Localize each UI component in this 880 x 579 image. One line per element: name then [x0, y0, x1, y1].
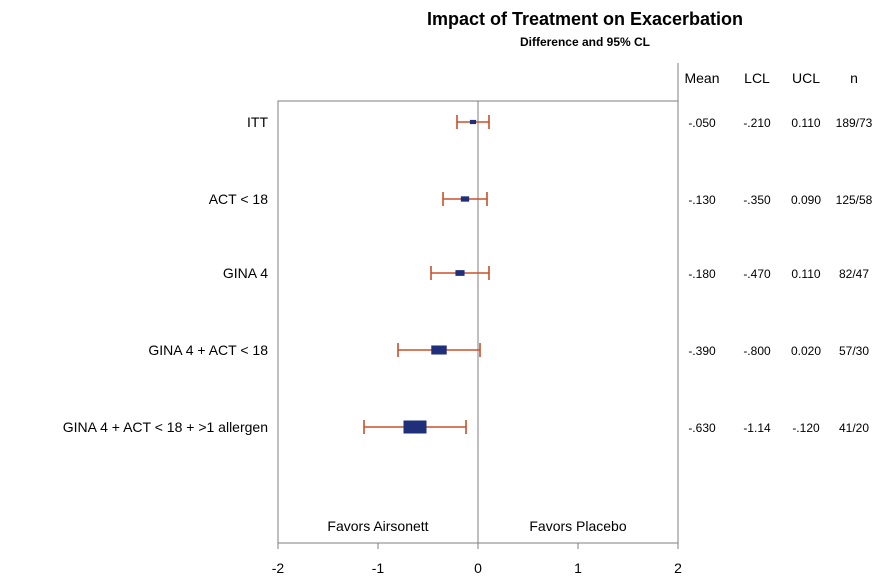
column-header-ucl: UCL [792, 70, 820, 86]
n-value: 41/20 [839, 421, 869, 435]
column-header-mean: Mean [684, 70, 719, 86]
n-value: 57/30 [839, 344, 869, 358]
n-value: 82/47 [839, 267, 869, 281]
forest-row: ITT -.050 -.210 0.110 189/73 [247, 114, 873, 130]
x-tick-label: -1 [372, 560, 385, 576]
row-label: GINA 4 + ACT < 18 [148, 342, 268, 358]
n-value: 125/58 [836, 193, 873, 207]
plot-frame [277, 63, 679, 544]
ucl-value: -.120 [792, 421, 820, 435]
row-label: GINA 4 + ACT < 18 + >1 allergen [63, 419, 268, 435]
row-label: GINA 4 [223, 265, 268, 281]
lcl-value: -1.14 [743, 421, 771, 435]
row-label: ITT [247, 114, 268, 130]
mean-value: -.390 [688, 344, 716, 358]
mean-marker [455, 270, 465, 276]
mean-value: -.130 [688, 193, 716, 207]
chart-title: Impact of Treatment on Exacerbation [427, 9, 743, 29]
ucl-value: 0.110 [791, 267, 820, 281]
forest-row: GINA 4 + ACT < 18 + >1 allergen -.630 -1.1… [63, 419, 870, 435]
mean-marker [460, 196, 470, 202]
mean-value: -.630 [688, 421, 716, 435]
forest-row: ACT < 18 -.130 -.350 0.090 125/58 [209, 191, 873, 207]
lcl-value: -.800 [743, 344, 771, 358]
ucl-value: 0.110 [791, 116, 820, 130]
favors-placebo-label: Favors Placebo [529, 518, 626, 534]
x-tick-label: 2 [674, 560, 682, 576]
x-tick-label: 0 [474, 560, 482, 576]
forest-row: GINA 4 -.180 -.470 0.110 82/47 [223, 265, 869, 281]
ucl-value: 0.090 [791, 193, 821, 207]
forest-row: GINA 4 + ACT < 18 -.390 -.800 0.020 57/30 [148, 342, 869, 358]
x-tick-label: 1 [574, 560, 582, 576]
lcl-value: -.350 [743, 193, 771, 207]
ucl-value: 0.020 [791, 344, 821, 358]
mean-marker [403, 420, 427, 434]
mean-marker [431, 345, 447, 355]
x-tick-label: -2 [272, 560, 285, 576]
favors-airsonett-label: Favors Airsonett [327, 518, 428, 534]
column-header-lcl: LCL [744, 70, 770, 86]
n-value: 189/73 [836, 116, 873, 130]
mean-value: -.180 [688, 267, 716, 281]
mean-marker [469, 119, 477, 125]
x-axis: -2 -1 0 1 2 [272, 543, 682, 576]
column-header-n: n [850, 70, 858, 86]
lcl-value: -.470 [743, 267, 771, 281]
mean-value: -.050 [688, 116, 716, 130]
lcl-value: -.210 [743, 116, 771, 130]
forest-rows: ITT -.050 -.210 0.110 189/73 ACT < 18 -.130 -.3… [63, 114, 873, 435]
chart-subtitle: Difference and 95% CL [520, 35, 650, 49]
row-label: ACT < 18 [209, 191, 268, 207]
